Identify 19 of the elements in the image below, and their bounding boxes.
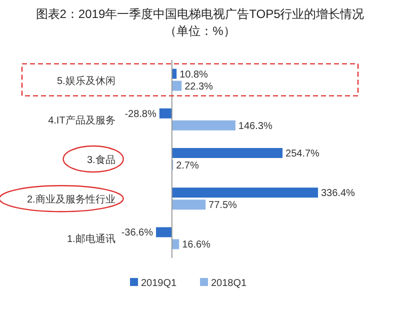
- legend-label: 2019Q1: [141, 278, 178, 289]
- chart-title: 图表2：2019年一季度中国电梯电视广告TOP5行业的增长情况: [36, 7, 364, 21]
- data-label: 16.6%: [182, 240, 211, 251]
- data-label: 2.7%: [176, 160, 199, 172]
- data-label: -36.6%: [121, 228, 154, 239]
- category-label: 2.商业及服务性行业: [26, 194, 116, 206]
- data-label: 336.4%: [321, 188, 356, 200]
- legend-label: 2018Q1: [211, 278, 248, 289]
- category-label: 4.IT产品及服务: [48, 115, 116, 126]
- category-label: 1.邮电通讯: [66, 234, 116, 246]
- chart-subtitle: （单位：%）: [164, 24, 236, 38]
- category-label: 5.娱乐及休闲: [56, 76, 116, 87]
- data-label: -28.8%: [124, 108, 156, 120]
- data-label: 77.5%: [208, 200, 238, 212]
- category-label: 3.食品: [86, 155, 116, 166]
- data-label: 254.7%: [286, 148, 320, 160]
- data-label: 10.8%: [180, 69, 208, 80]
- data-label: 22.3%: [184, 81, 214, 92]
- data-label: 146.3%: [238, 120, 272, 132]
